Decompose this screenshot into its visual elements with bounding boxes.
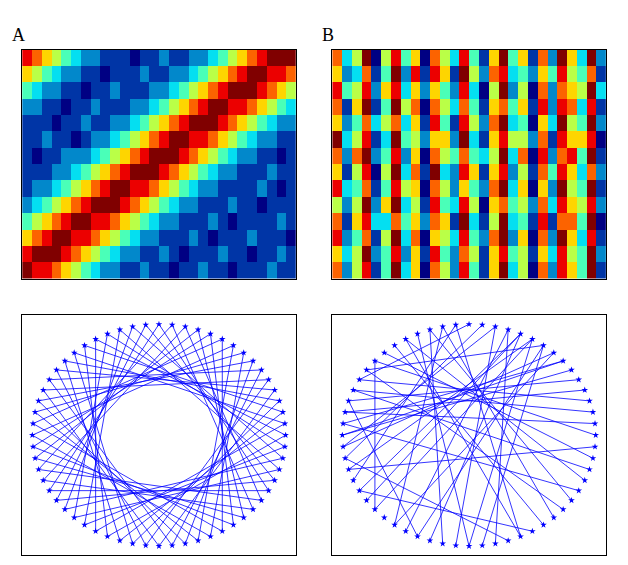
svg-text:A: A [12, 25, 25, 45]
svg-text:B: B [322, 25, 334, 45]
